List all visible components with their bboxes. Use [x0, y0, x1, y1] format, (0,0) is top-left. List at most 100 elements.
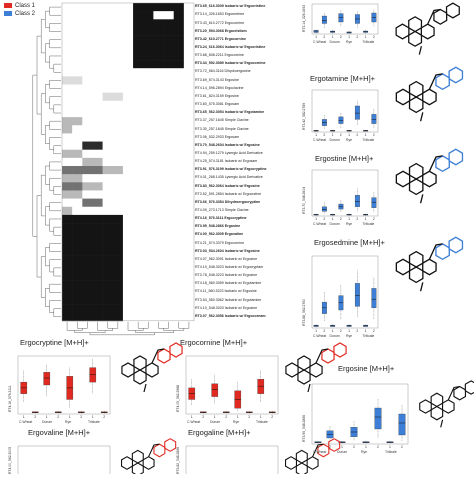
box-body — [371, 197, 377, 208]
panel-y-label: RT3.14_326.1653 — [302, 4, 306, 32]
bond-line — [419, 243, 443, 292]
heatmap-row-label: RT3.30_257.1645 Simple Clavine — [195, 127, 249, 132]
heatmap-cell — [62, 312, 73, 322]
heatmap-cell — [183, 223, 195, 232]
x-tick-sub: 1 — [389, 445, 391, 449]
heatmap-cell — [72, 239, 83, 248]
panel-title: Ergogaline [M+H]+ — [188, 428, 251, 437]
heatmap-cell — [102, 149, 114, 159]
heatmap-cell — [143, 214, 154, 224]
bond-ring — [430, 405, 444, 421]
heatmap-cell — [82, 271, 93, 281]
heatmap-cell — [122, 263, 134, 273]
heatmap-cell — [62, 51, 73, 61]
heatmap-cell — [102, 84, 114, 93]
heatmap-cell — [92, 223, 103, 232]
x-tick-category: Triticale — [362, 39, 375, 44]
heatmap-cell — [153, 133, 164, 142]
heatmap-cell — [133, 35, 144, 45]
x-tick-category: Rye — [65, 419, 72, 424]
heatmap-cell — [143, 271, 154, 281]
x-tick-sub: 2 — [353, 445, 355, 449]
heatmap-cell — [173, 206, 185, 216]
heatmap-cell — [122, 3, 134, 12]
heatmap-cell — [92, 174, 103, 183]
heatmap-cell — [72, 214, 83, 224]
heatmap-cell — [72, 223, 83, 232]
heatmap-cell — [183, 312, 195, 322]
x-tick-category: C.Wheat — [187, 419, 201, 424]
heatmap-cell — [153, 166, 164, 175]
heatmap-cell — [102, 60, 114, 69]
heatmap-cell — [92, 35, 103, 45]
heatmap-cell — [143, 280, 154, 289]
heatmap-cell — [72, 76, 83, 85]
heatmap-cell — [102, 280, 114, 289]
box-body — [321, 206, 327, 212]
heatmap-cell — [173, 174, 185, 183]
heatmap-cell — [173, 76, 185, 85]
heatmap-cell — [82, 100, 93, 110]
x-tick-sub: 2 — [372, 133, 375, 137]
heatmap-cell — [92, 166, 103, 175]
heatmap-cell — [183, 51, 195, 61]
heatmap-cell — [173, 11, 185, 20]
heatmap-cell — [183, 206, 195, 216]
heatmap-cell — [82, 68, 93, 77]
heatmap-row-label: RT3.95_548.2866 Ergosine — [195, 224, 240, 229]
heatmap-cell — [153, 190, 164, 199]
heatmap-cell — [112, 84, 124, 93]
panel-plot-area — [311, 169, 379, 217]
heatmap-cell — [102, 3, 114, 12]
bond-ring — [408, 30, 423, 47]
x-tick-sub: 1 — [364, 217, 367, 221]
legend-item-class-1: Class 1 — [4, 3, 35, 9]
heatmap-cell — [72, 92, 83, 102]
bond-ring — [419, 399, 432, 414]
heatmap-cell — [112, 231, 124, 240]
heatmap-cell — [62, 43, 73, 53]
dendrogram-branch — [45, 247, 50, 267]
row-id: RT3.78_548.3223 — [195, 273, 224, 278]
heatmap-row-label: RT3.68_608.2211 Ergocornine — [195, 53, 244, 58]
heatmap-cell — [102, 223, 114, 232]
x-tick-sub: 2 — [372, 217, 375, 221]
heatmap-cell — [163, 11, 174, 20]
heatmap-cell — [112, 27, 124, 36]
heatmap-cell — [72, 100, 83, 110]
heatmap-cell — [153, 214, 164, 224]
x-tick-sub: 2 — [339, 133, 342, 137]
x-tick-sub: 1 — [213, 415, 216, 419]
heatmap-cell — [143, 231, 154, 240]
bond-ring — [408, 16, 423, 33]
heatmap-cell — [72, 263, 83, 273]
panel-title: Ergostine [M+H]+ — [315, 154, 374, 163]
heatmap-cell — [153, 76, 164, 85]
row-compound: Ergocristism — [223, 28, 247, 33]
heatmap-cell — [133, 27, 144, 36]
heatmap-cell — [163, 43, 174, 53]
heatmap-cell — [163, 141, 174, 150]
heatmap-cell — [92, 3, 103, 12]
heatmap-cell — [133, 239, 144, 248]
heatmap-cell — [82, 133, 93, 142]
heatmap-cell — [102, 92, 114, 102]
row-id: RT4.14_596.2894 — [195, 85, 224, 90]
column-dendrogram-branch — [178, 321, 190, 329]
heatmap-cell — [72, 255, 83, 265]
heatmap-cell — [163, 296, 174, 305]
heatmap-cell — [153, 206, 164, 216]
heatmap-cell — [122, 157, 134, 167]
heatmap-cell — [62, 198, 73, 208]
heatmap-cell — [173, 182, 185, 191]
row-id: RT3.43_610.2772 — [195, 20, 224, 25]
heatmap-row-label: RT3.24_616.3064 Isobaric w/ Ergocristine — [195, 45, 265, 50]
bond-line — [419, 155, 443, 204]
heatmap-cell — [72, 149, 83, 159]
heatmap-cell — [112, 288, 124, 297]
heatmap-cell — [92, 84, 103, 93]
heatmap-cell — [72, 198, 83, 208]
heatmap-cell — [133, 255, 144, 265]
heatmap-cell — [133, 117, 144, 126]
dendrogram-branch — [40, 174, 46, 217]
